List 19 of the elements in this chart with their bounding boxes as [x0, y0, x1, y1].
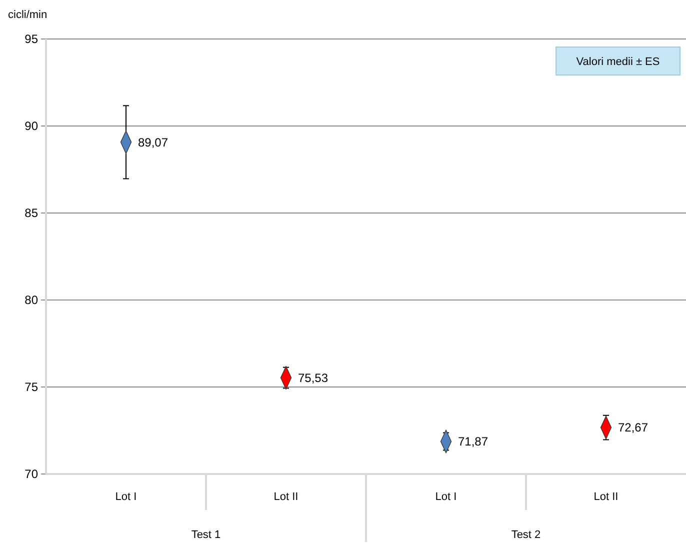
note-box: Valori medii ± ES — [556, 46, 680, 76]
y-tick-label: 70 — [24, 467, 38, 482]
y-tick-label: 85 — [24, 206, 38, 220]
x-tick-label: Lot II — [594, 491, 618, 503]
y-tick-label: 75 — [24, 380, 38, 394]
text: Test 2 — [511, 529, 541, 541]
y-tick-label: 90 — [24, 119, 38, 134]
text: Test 1 — [191, 529, 221, 541]
data-label: 89,07 — [138, 135, 168, 150]
data-label: 75,53 — [298, 370, 328, 385]
x-tick-label: Lot II — [274, 491, 298, 503]
y-tick-label: 80 — [24, 293, 38, 308]
y-tick-label: 95 — [24, 32, 38, 46]
data-label: 71,87 — [458, 434, 488, 449]
x-tick-label: Lot I — [115, 491, 137, 503]
y-axis-title: cicli/min — [8, 9, 48, 21]
x-tick-label: Lot I — [435, 491, 457, 503]
annotation: Valori medii ± ES — [576, 56, 660, 68]
data-label: 72,67 — [618, 420, 648, 435]
